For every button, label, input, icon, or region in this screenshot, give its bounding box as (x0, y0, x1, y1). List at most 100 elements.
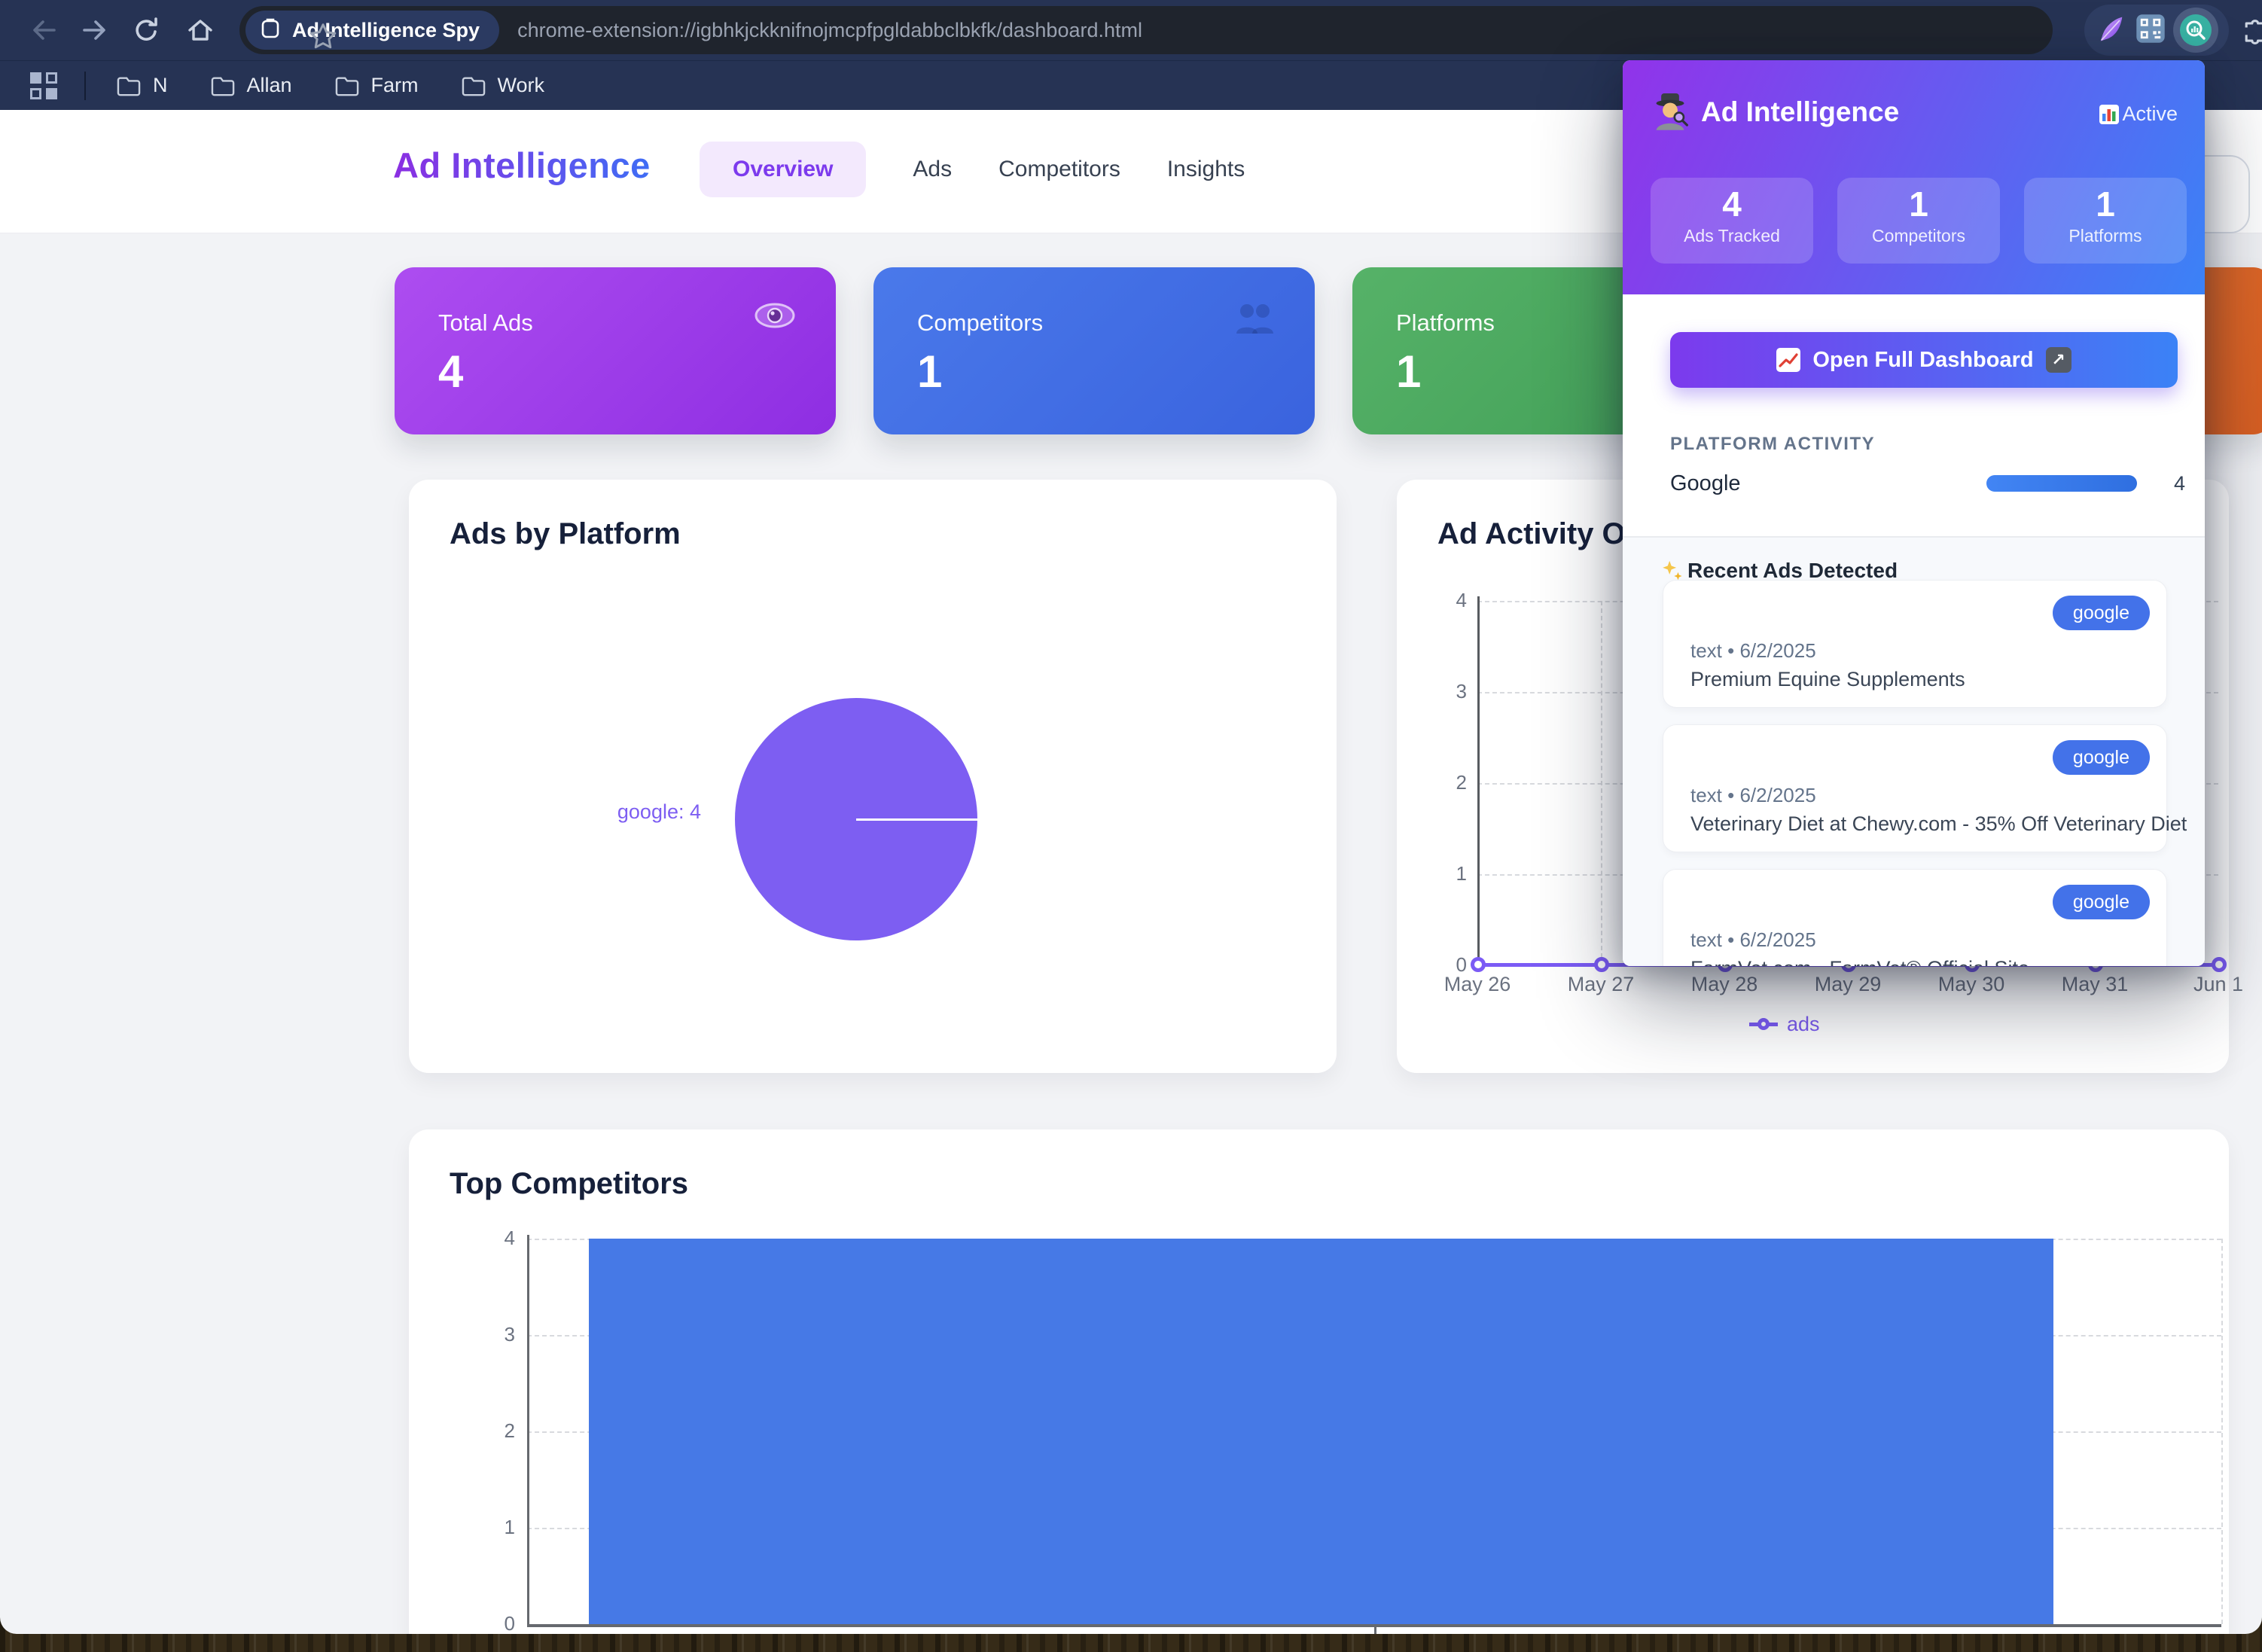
feather-extension-icon[interactable] (2095, 12, 2128, 49)
url-text[interactable]: chrome-extension://igbhkjckknifnojmcpfpg… (517, 18, 1142, 41)
page-title: Ad Intelligence (393, 145, 651, 185)
data-point[interactable] (2212, 957, 2227, 972)
x-axis (527, 1624, 2221, 1627)
bookmark-folder-n[interactable]: N (116, 74, 168, 97)
extensions-puzzle-icon[interactable] (2236, 15, 2262, 52)
x-tick: May 31 (2061, 973, 2129, 995)
x-tick: May 27 (1567, 973, 1635, 995)
ads-by-platform-card: Ads by Platform google: 4 (409, 480, 1337, 1073)
extension-popup: Ad Intelligence Active 4 Ads Tracked 1 C… (1623, 60, 2205, 966)
extension-chip-icon (259, 17, 282, 44)
bookmark-label: Farm (370, 74, 419, 96)
x-tick: May 28 (1690, 973, 1758, 995)
people-icon (1232, 300, 1276, 340)
open-full-dashboard-button[interactable]: Open Full Dashboard ↗ (1670, 332, 2178, 388)
detective-icon (1648, 90, 1692, 138)
y-tick: 3 (504, 1323, 515, 1346)
y-tick: 0 (1456, 953, 1467, 976)
bookmark-star-icon[interactable] (307, 21, 339, 56)
platform-badge: google (2052, 885, 2150, 919)
tab-overview[interactable]: Overview (700, 142, 867, 197)
platform-name: Google (1670, 471, 1741, 495)
x-tick: Jun 1 (2193, 973, 2244, 995)
ad-meta: text • 6/2/2025 (1690, 928, 1816, 951)
stat-card-total-ads: Total Ads 4 (395, 267, 836, 434)
sparkles-icon (1663, 560, 1682, 581)
bookmarks-divider (84, 71, 86, 100)
platform-count: 4 (2173, 472, 2185, 495)
ad-title: Veterinary Diet at Chewy.com - 35% Off V… (1690, 812, 2187, 835)
reload-icon[interactable] (130, 14, 163, 47)
back-icon[interactable] (27, 14, 60, 47)
y-tick: 3 (1456, 680, 1467, 703)
analytics-extension-icon[interactable] (2173, 8, 2218, 53)
data-point[interactable] (1594, 957, 1609, 972)
y-tick: 0 (504, 1612, 515, 1634)
stat-label: Platforms (2068, 226, 2142, 245)
eye-icon (753, 300, 797, 334)
folder-icon (211, 76, 234, 96)
y-axis (527, 1235, 529, 1626)
platform-badge: google (2052, 596, 2150, 630)
browser-toolbar: Ad Intelligence Spy chrome-extension://i… (0, 0, 2262, 60)
recent-ad-item[interactable]: google text • 6/2/2025 Veterinary Diet a… (1663, 724, 2187, 852)
bookmark-folder-farm[interactable]: Farm (334, 74, 419, 97)
legend-ads[interactable]: ads (1749, 1013, 1820, 1036)
recent-ad-item[interactable]: google text • 6/2/2025 Premium Equine Su… (1663, 580, 2167, 708)
bookmark-label: Allan (246, 74, 292, 96)
bookmark-folder-allan[interactable]: Allan (210, 74, 292, 97)
external-link-icon: ↗ (2045, 347, 2071, 373)
extension-origin-chip[interactable]: Ad Intelligence Spy (245, 11, 500, 50)
stat-value: 1 (917, 346, 943, 397)
stat-card-competitors: Competitors 1 (873, 267, 1315, 434)
y-tick: 2 (1456, 771, 1467, 794)
popup-header: Ad Intelligence Active 4 Ads Tracked 1 C… (1623, 60, 2205, 294)
tab-ads[interactable]: Ads (913, 157, 953, 181)
x-tick: May 26 (1443, 973, 1511, 995)
platform-progress-bar (1986, 475, 2137, 492)
address-bar[interactable]: Ad Intelligence Spy chrome-extension://i… (239, 6, 2053, 54)
x-tick: May 30 (1937, 973, 2005, 995)
legend-marker-icon (1749, 1018, 1778, 1030)
main-nav: Overview Ads Competitors Insights (700, 142, 1245, 197)
y-tick: 4 (504, 1227, 515, 1249)
y-tick: 1 (504, 1516, 515, 1538)
apps-grid-icon[interactable] (30, 72, 57, 99)
platform-activity-row: Google 4 (1623, 467, 2205, 500)
competitor-bar[interactable] (589, 1239, 2053, 1624)
folder-icon (117, 76, 141, 96)
bookmark-label: Work (497, 74, 545, 96)
stat-label: Platforms (1396, 309, 1495, 336)
ad-title: Premium Equine Supplements (1690, 668, 1965, 690)
y-tick: 2 (504, 1419, 515, 1442)
bookmark-folder-work[interactable]: Work (461, 74, 545, 97)
x-tick: May 29 (1814, 973, 1882, 995)
tab-competitors[interactable]: Competitors (998, 157, 1120, 181)
bar-chart-icon (2099, 104, 2120, 124)
qr-extension-icon[interactable] (2134, 12, 2167, 49)
top-competitors-card: Top Competitors 4 3 2 1 0 (409, 1129, 2229, 1634)
legend-label: ads (1787, 1013, 1820, 1035)
ad-meta: text • 6/2/2025 (1690, 639, 1816, 662)
home-icon[interactable] (184, 14, 217, 47)
platform-activity-heading: PLATFORM ACTIVITY (1670, 434, 1876, 454)
chart-increasing-icon (1776, 348, 1801, 372)
recent-ad-item[interactable]: google text • 6/2/2025 FarmVet.com - Far… (1663, 869, 2167, 966)
tab-insights[interactable]: Insights (1166, 157, 1245, 181)
extensions-pill (2084, 5, 2229, 56)
stat-label: Total Ads (438, 309, 533, 336)
status-badge: Active (2099, 102, 2178, 126)
forward-icon[interactable] (78, 14, 111, 47)
stat-label: Competitors (917, 309, 1044, 336)
ad-title: FarmVet.com - FarmVet® Official Site (1690, 957, 2029, 966)
extension-chip-label: Ad Intelligence Spy (292, 18, 480, 41)
recent-ads-section: Recent Ads Detected google text • 6/2/20… (1623, 538, 2205, 966)
y-tick: 4 (1456, 589, 1467, 611)
chart-title: Top Competitors (450, 1167, 689, 1200)
popup-stat-competitors: 1 Competitors (1837, 178, 2000, 264)
popup-stat-ads-tracked: 4 Ads Tracked (1651, 178, 1813, 264)
data-point[interactable] (1471, 957, 1486, 972)
gridline (1601, 601, 1602, 965)
status-text: Active (2122, 102, 2178, 125)
